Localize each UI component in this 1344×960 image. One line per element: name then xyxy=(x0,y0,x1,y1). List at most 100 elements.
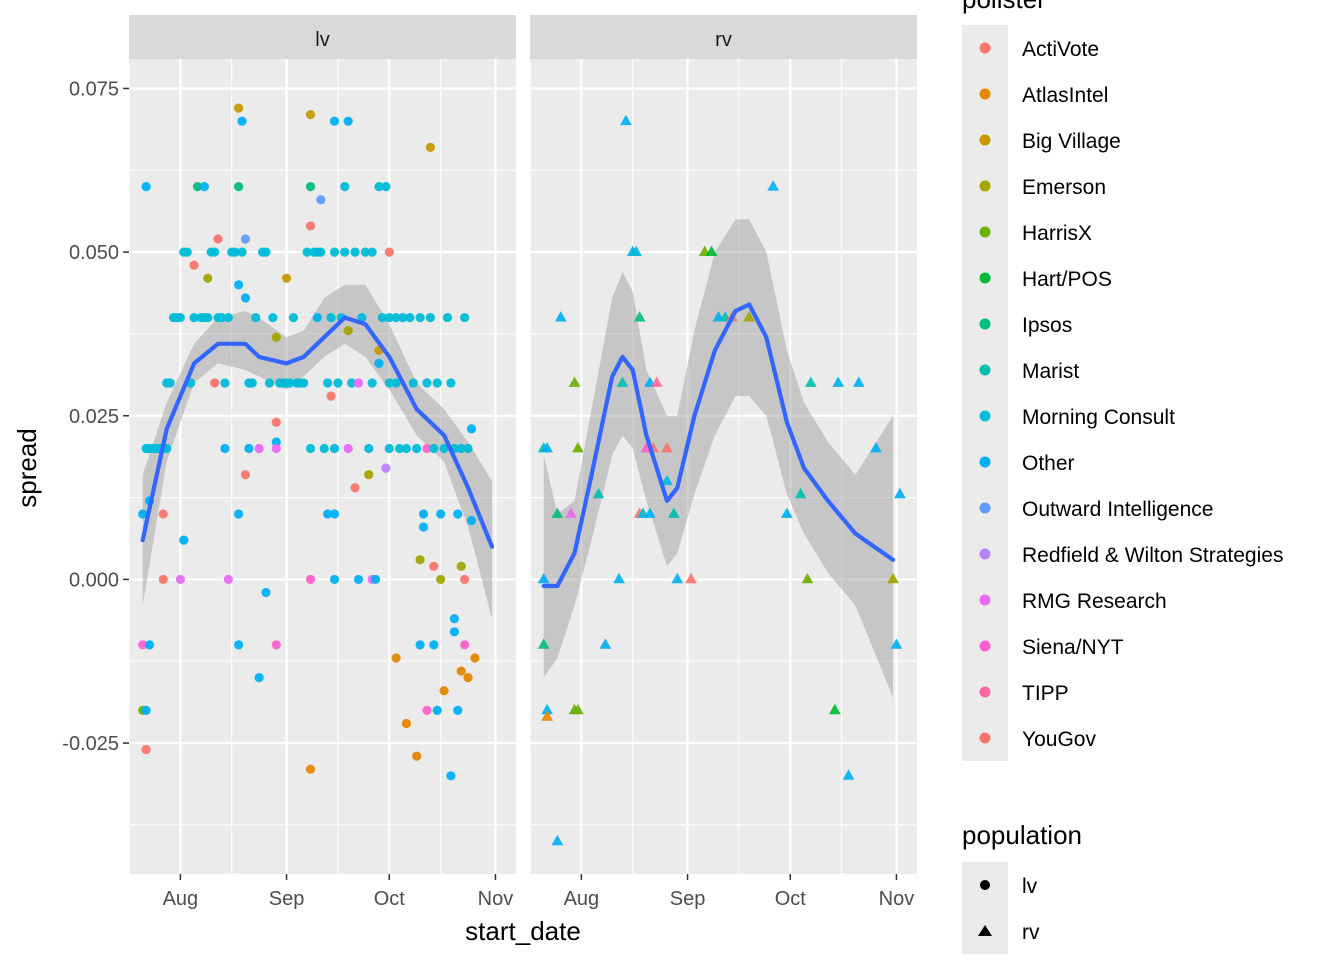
data-point xyxy=(254,443,264,454)
data-point-triangle xyxy=(842,769,855,780)
data-point xyxy=(343,443,353,454)
data-point xyxy=(453,705,463,715)
data-point xyxy=(370,574,381,585)
data-point xyxy=(268,312,278,323)
data-point xyxy=(353,574,364,585)
data-point xyxy=(333,378,343,388)
data-point-triangle xyxy=(705,245,718,256)
data-point xyxy=(141,745,151,755)
data-point xyxy=(138,640,148,650)
data-point xyxy=(240,234,251,244)
legend-pollster-key xyxy=(979,364,991,376)
x-tick-label: Aug xyxy=(564,888,600,910)
data-point xyxy=(271,417,281,427)
data-point xyxy=(418,509,429,519)
data-point-triangle xyxy=(551,507,564,518)
data-point xyxy=(305,764,316,774)
data-point xyxy=(446,771,456,781)
data-point xyxy=(271,332,281,342)
legend-population-key-background xyxy=(962,862,1008,954)
data-point xyxy=(319,443,329,454)
data-point xyxy=(203,273,213,283)
data-point xyxy=(415,640,425,650)
legend-pollster-key xyxy=(979,548,991,560)
x-tick-label: Aug xyxy=(163,888,199,910)
x-axis-title: start_date xyxy=(465,916,581,946)
data-point xyxy=(247,378,257,388)
data-point xyxy=(347,378,357,388)
data-point xyxy=(463,443,473,454)
data-point xyxy=(374,182,384,192)
data-point-triangle xyxy=(572,442,584,453)
x-tick-label: Nov xyxy=(478,888,514,910)
legend-pollster-label: Siena/NYT xyxy=(1022,636,1124,659)
data-point-triangle xyxy=(661,442,673,453)
data-point xyxy=(158,509,168,519)
data-point xyxy=(141,705,151,715)
legend-pollster-key xyxy=(979,226,991,238)
data-point xyxy=(367,378,377,388)
data-point xyxy=(240,293,251,303)
data-point xyxy=(439,686,449,696)
data-point xyxy=(350,247,360,257)
data-point xyxy=(175,312,185,323)
data-point-triangle xyxy=(781,507,793,518)
data-point xyxy=(391,312,401,323)
data-point xyxy=(425,312,435,323)
y-tick-label: 0.025 xyxy=(69,406,119,428)
data-point xyxy=(223,312,233,323)
x-tick-label: Sep xyxy=(670,888,706,910)
data-point xyxy=(329,509,340,519)
data-point xyxy=(463,673,473,683)
data-point xyxy=(425,142,435,152)
data-point xyxy=(240,470,251,480)
data-point xyxy=(360,247,370,257)
data-point xyxy=(460,640,470,650)
data-point xyxy=(422,443,432,454)
data-point xyxy=(220,378,230,388)
data-point xyxy=(138,509,148,519)
data-point-triangle xyxy=(541,703,553,715)
data-point-triangle xyxy=(565,507,577,518)
data-point xyxy=(384,312,394,323)
facet-strip-label: rv xyxy=(715,29,732,51)
data-point-triangle xyxy=(829,703,841,715)
legend-pollster-label: ActiVote xyxy=(1022,38,1099,61)
data-point xyxy=(398,312,408,323)
data-point xyxy=(233,280,244,290)
data-point xyxy=(281,273,292,283)
data-point xyxy=(429,443,439,454)
data-point xyxy=(436,574,446,585)
legend: pollster population ActiVote AtlasIntel Bi… xyxy=(962,0,1283,954)
data-point xyxy=(254,673,264,683)
legend-pollster-key xyxy=(979,410,991,422)
data-point xyxy=(312,312,322,323)
data-point-triangle xyxy=(668,507,680,518)
data-point-triangle xyxy=(541,442,553,453)
y-tick-label: 0.050 xyxy=(69,242,119,264)
data-point xyxy=(144,640,155,650)
data-point xyxy=(422,378,432,388)
data-point xyxy=(305,443,316,454)
data-point-triangle xyxy=(685,572,697,584)
legend-population-label: lv xyxy=(1022,875,1038,898)
data-point xyxy=(381,182,391,192)
data-point-triangle xyxy=(541,710,553,721)
legend-population-key-triangle xyxy=(978,925,992,936)
data-point xyxy=(141,182,151,192)
legend-pollster-label: AtlasIntel xyxy=(1022,84,1108,107)
data-point xyxy=(261,247,271,257)
data-point xyxy=(442,312,453,323)
data-point xyxy=(456,443,466,454)
legend-pollster-label: Big Village xyxy=(1022,130,1121,153)
data-point xyxy=(456,561,466,571)
data-point xyxy=(394,443,405,454)
facet-strip xyxy=(530,15,917,59)
data-point-triangle xyxy=(887,572,899,584)
confidence-band xyxy=(543,219,893,698)
data-point-triangle xyxy=(743,311,755,322)
confidence-band xyxy=(142,284,492,619)
data-point xyxy=(251,312,261,323)
data-point-triangle xyxy=(644,507,656,518)
legend-pollster-label: Emerson xyxy=(1022,176,1106,199)
